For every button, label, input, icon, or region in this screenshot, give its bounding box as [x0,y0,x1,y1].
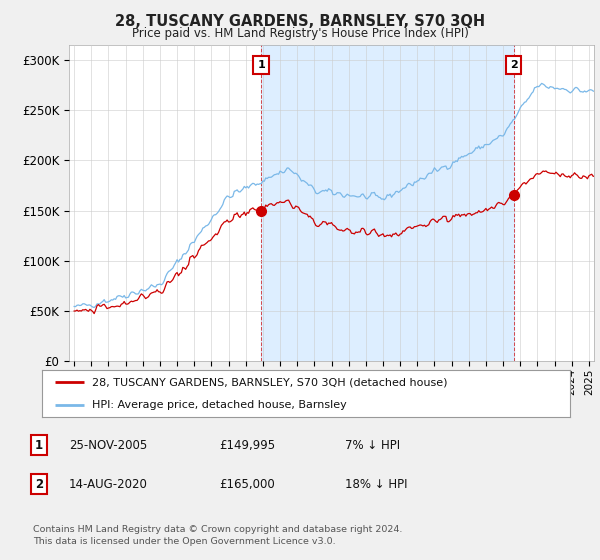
Text: 28, TUSCANY GARDENS, BARNSLEY, S70 3QH (detached house): 28, TUSCANY GARDENS, BARNSLEY, S70 3QH (… [92,377,448,388]
Text: 18% ↓ HPI: 18% ↓ HPI [345,478,407,491]
Text: 14-AUG-2020: 14-AUG-2020 [69,478,148,491]
Text: HPI: Average price, detached house, Barnsley: HPI: Average price, detached house, Barn… [92,400,347,410]
Text: 1: 1 [35,438,43,452]
Text: 2: 2 [510,60,518,70]
Text: 25-NOV-2005: 25-NOV-2005 [69,438,147,452]
Text: Price paid vs. HM Land Registry's House Price Index (HPI): Price paid vs. HM Land Registry's House … [131,27,469,40]
Text: £165,000: £165,000 [219,478,275,491]
Text: 7% ↓ HPI: 7% ↓ HPI [345,438,400,452]
Text: 2: 2 [35,478,43,491]
Text: 1: 1 [257,60,265,70]
Bar [261,45,514,361]
Text: Contains HM Land Registry data © Crown copyright and database right 2024.
This d: Contains HM Land Registry data © Crown c… [33,525,403,546]
Text: £149,995: £149,995 [219,438,275,452]
Text: 28, TUSCANY GARDENS, BARNSLEY, S70 3QH: 28, TUSCANY GARDENS, BARNSLEY, S70 3QH [115,14,485,29]
